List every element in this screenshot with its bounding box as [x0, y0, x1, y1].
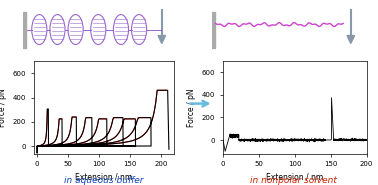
- X-axis label: Extension / nm: Extension / nm: [266, 173, 324, 182]
- Polygon shape: [158, 36, 166, 43]
- Bar: [23, 11, 26, 48]
- Text: in aqueous buffer: in aqueous buffer: [64, 176, 144, 185]
- Text: in nonpolar solvent: in nonpolar solvent: [249, 176, 336, 185]
- Y-axis label: Force / pN: Force / pN: [187, 88, 196, 127]
- Y-axis label: Force / pN: Force / pN: [0, 88, 7, 127]
- X-axis label: Extension / nm: Extension / nm: [75, 173, 133, 182]
- Bar: [212, 11, 215, 48]
- Polygon shape: [347, 36, 355, 43]
